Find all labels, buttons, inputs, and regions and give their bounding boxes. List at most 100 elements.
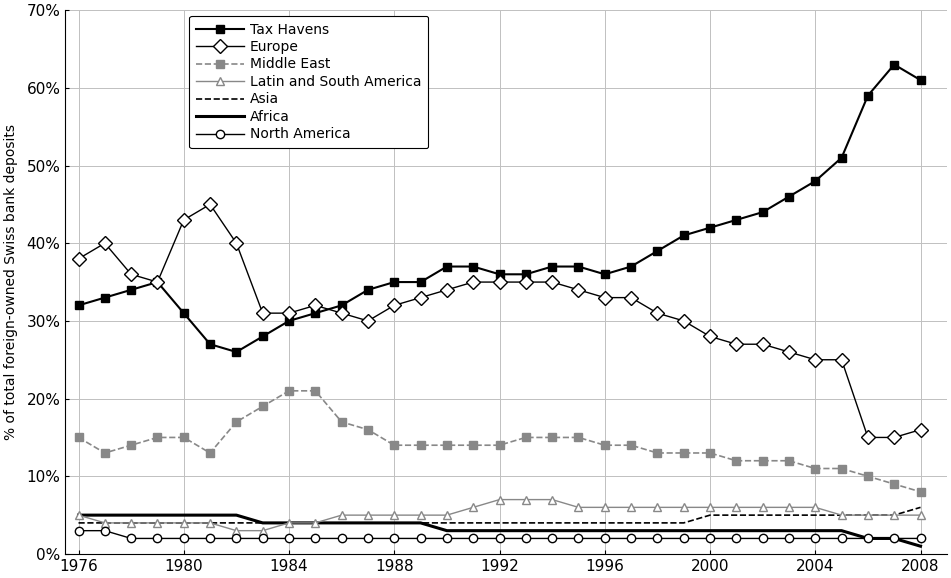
Europe xyxy=(389,302,400,309)
Europe xyxy=(547,279,558,286)
Europe xyxy=(336,310,347,317)
Line: Asia: Asia xyxy=(79,507,921,523)
Middle East xyxy=(257,403,268,410)
Tax Havens xyxy=(231,349,243,355)
Europe xyxy=(257,310,268,317)
Africa xyxy=(178,512,189,518)
Africa xyxy=(310,520,321,527)
Europe xyxy=(915,426,926,433)
Asia xyxy=(389,520,400,527)
Tax Havens xyxy=(126,286,137,293)
Latin and South America xyxy=(863,512,874,518)
Latin and South America xyxy=(678,504,689,511)
Europe xyxy=(730,341,742,348)
North America xyxy=(178,535,189,542)
Tax Havens xyxy=(678,232,689,239)
North America xyxy=(757,535,768,542)
Middle East xyxy=(283,387,295,394)
Asia xyxy=(520,520,532,527)
Middle East xyxy=(152,434,164,441)
Middle East xyxy=(888,480,900,487)
North America xyxy=(651,535,663,542)
Africa xyxy=(441,527,453,534)
Tax Havens xyxy=(809,177,821,184)
Tax Havens xyxy=(573,263,584,270)
Tax Havens xyxy=(651,247,663,254)
Asia xyxy=(888,512,900,518)
Latin and South America xyxy=(178,520,189,527)
Africa xyxy=(257,520,268,527)
North America xyxy=(599,535,611,542)
Latin and South America xyxy=(494,496,505,503)
Latin and South America xyxy=(784,504,795,511)
Latin and South America xyxy=(468,504,479,511)
Asia xyxy=(494,520,505,527)
Europe xyxy=(573,286,584,293)
Middle East xyxy=(784,457,795,464)
Latin and South America xyxy=(809,504,821,511)
Middle East xyxy=(547,434,558,441)
Tax Havens xyxy=(547,263,558,270)
Middle East xyxy=(730,457,742,464)
North America xyxy=(888,535,900,542)
Middle East xyxy=(441,442,453,449)
Africa xyxy=(204,512,216,518)
Tax Havens xyxy=(784,193,795,200)
Africa xyxy=(73,512,85,518)
Middle East xyxy=(757,457,768,464)
Tax Havens xyxy=(599,271,611,278)
Tax Havens xyxy=(257,333,268,340)
Asia xyxy=(915,504,926,511)
Europe xyxy=(73,255,85,262)
North America xyxy=(573,535,584,542)
Europe xyxy=(126,271,137,278)
Middle East xyxy=(389,442,400,449)
Middle East xyxy=(915,488,926,495)
Latin and South America xyxy=(152,520,164,527)
North America xyxy=(494,535,505,542)
Europe xyxy=(178,216,189,223)
Tax Havens xyxy=(178,310,189,317)
Asia xyxy=(99,520,110,527)
Tax Havens xyxy=(441,263,453,270)
Latin and South America xyxy=(730,504,742,511)
Tax Havens xyxy=(520,271,532,278)
Middle East xyxy=(336,418,347,425)
North America xyxy=(520,535,532,542)
North America xyxy=(257,535,268,542)
Middle East xyxy=(178,434,189,441)
Legend: Tax Havens, Europe, Middle East, Latin and South America, Asia, Africa, North Am: Tax Havens, Europe, Middle East, Latin a… xyxy=(188,16,428,149)
Asia xyxy=(705,512,716,518)
Europe xyxy=(678,317,689,324)
Africa xyxy=(494,527,505,534)
Asia xyxy=(651,520,663,527)
Middle East xyxy=(651,450,663,457)
Asia xyxy=(178,520,189,527)
North America xyxy=(99,527,110,534)
Tax Havens xyxy=(915,77,926,84)
Latin and South America xyxy=(705,504,716,511)
Middle East xyxy=(73,434,85,441)
Tax Havens xyxy=(468,263,479,270)
Middle East xyxy=(809,465,821,472)
Latin and South America xyxy=(310,520,321,527)
Africa xyxy=(126,512,137,518)
Line: Latin and South America: Latin and South America xyxy=(74,495,924,535)
Europe xyxy=(468,279,479,286)
Europe xyxy=(626,294,637,301)
Middle East xyxy=(678,450,689,457)
Latin and South America xyxy=(573,504,584,511)
Y-axis label: % of total foreign-owned Swiss bank deposits: % of total foreign-owned Swiss bank depo… xyxy=(4,124,18,440)
Africa xyxy=(573,527,584,534)
Africa xyxy=(784,527,795,534)
Latin and South America xyxy=(888,512,900,518)
Africa xyxy=(915,543,926,550)
Middle East xyxy=(520,434,532,441)
Europe xyxy=(310,302,321,309)
Latin and South America xyxy=(389,512,400,518)
Latin and South America xyxy=(73,512,85,518)
Latin and South America xyxy=(126,520,137,527)
Africa xyxy=(362,520,374,527)
Asia xyxy=(231,520,243,527)
Tax Havens xyxy=(283,317,295,324)
